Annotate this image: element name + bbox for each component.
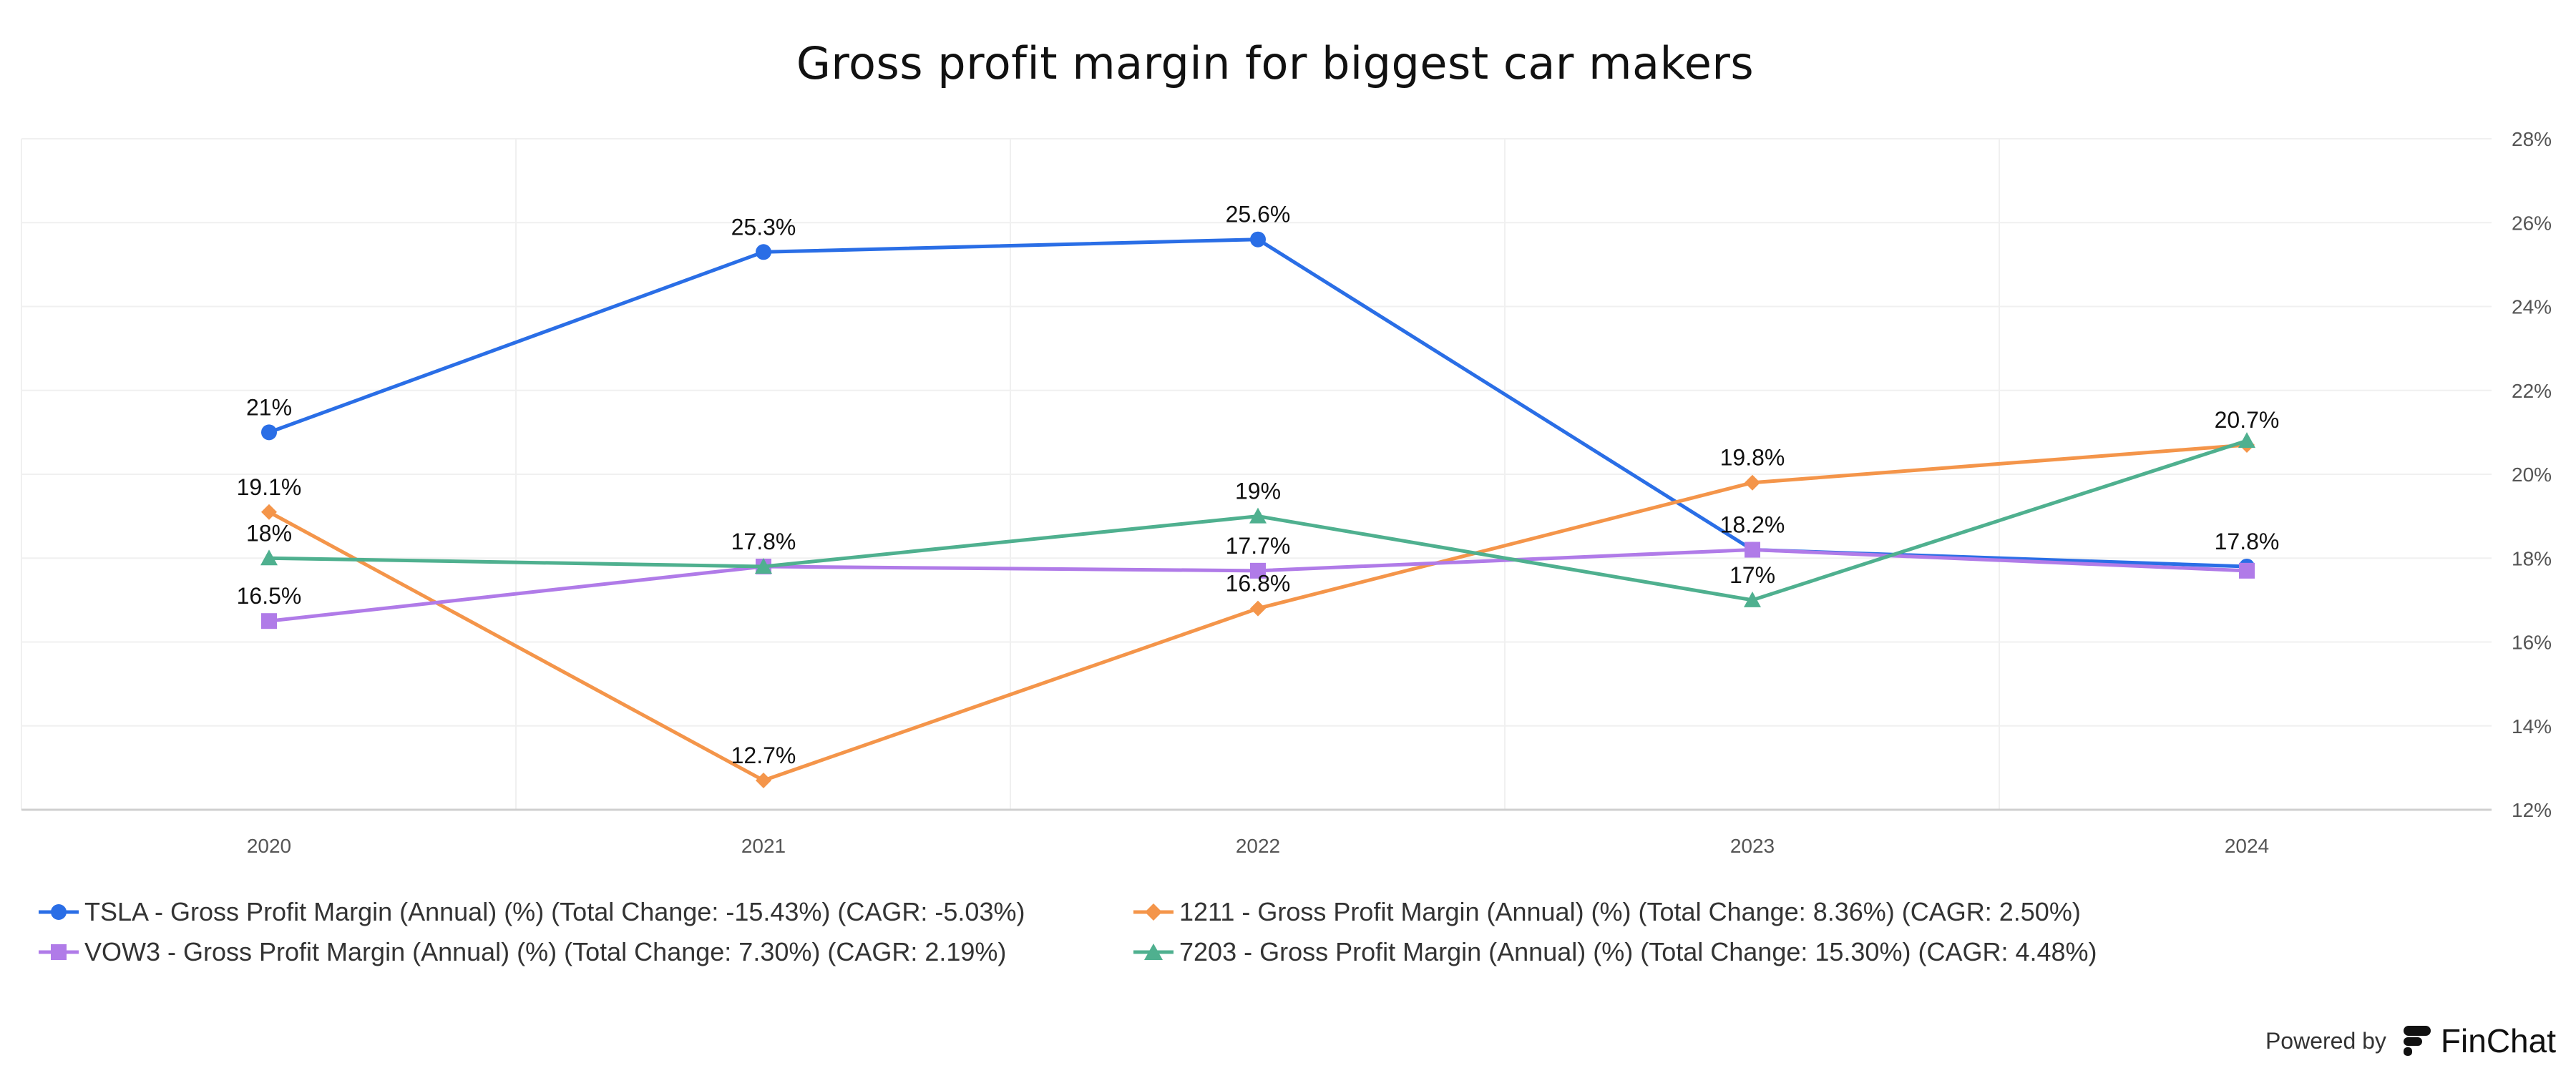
legend-item-vow3[interactable]: VOW3 - Gross Profit Margin (Annual) (%) … — [39, 937, 1006, 967]
data-label: 16.8% — [1226, 571, 1291, 597]
data-label: 25.6% — [1226, 202, 1291, 227]
y-tick-label: 28% — [2512, 128, 2552, 150]
data-label: 16.5% — [237, 583, 302, 609]
data-point[interactable] — [261, 613, 277, 629]
data-label: 17.8% — [2215, 529, 2280, 554]
legend-marker-diamond-icon — [1133, 903, 1174, 921]
y-tick-label: 18% — [2512, 547, 2552, 569]
legend-label: VOW3 - Gross Profit Margin (Annual) (%) … — [84, 937, 1007, 966]
data-point[interactable] — [756, 244, 771, 260]
data-point[interactable] — [260, 549, 278, 566]
data-point[interactable] — [1744, 591, 1761, 607]
data-point[interactable] — [261, 424, 277, 441]
data-label: 19% — [1235, 479, 1281, 504]
line-chart: 12% 14% 16% 18% 20% 22% 24% 26% 28% 2020 2021 2022… — [21, 128, 2552, 857]
data-labels: 21% 25.3% 25.6% 17.8% 19.1% 12.7% 16.8% 19.8% 20… — [237, 202, 2280, 768]
y-axis: 12% 14% 16% 18% 20% 22% 24% 26% 28% — [2512, 128, 2552, 821]
data-label: 19.1% — [237, 474, 302, 500]
footer-attribution: Powered by FinChat — [2265, 1021, 2556, 1060]
x-tick-label: 2024 — [2225, 835, 2269, 857]
data-label: 17.8% — [731, 529, 796, 554]
x-tick-label: 2022 — [1236, 835, 1280, 857]
data-point[interactable] — [1250, 562, 1266, 579]
data-point[interactable] — [261, 504, 277, 520]
brand-name: FinChat — [2440, 1022, 2556, 1059]
data-point[interactable] — [2238, 432, 2255, 449]
data-label: 19.8% — [1720, 445, 1785, 471]
legend-label: 7203 - Gross Profit Margin (Annual) (%) … — [1179, 937, 2097, 966]
x-axis: 2020 2021 2022 2023 2024 — [247, 835, 2269, 857]
data-label: 20.7% — [2215, 407, 2280, 433]
data-point[interactable] — [2239, 562, 2255, 579]
legend-item-7203[interactable]: 7203 - Gross Profit Margin (Annual) (%) … — [1133, 937, 2097, 967]
data-point[interactable] — [755, 557, 772, 574]
finchat-logo-icon — [2403, 1026, 2431, 1056]
data-label: 21% — [246, 394, 292, 420]
legend-item-1211[interactable]: 1211 - Gross Profit Margin (Annual) (%) … — [1133, 897, 2081, 927]
x-tick-label: 2021 — [741, 835, 786, 857]
data-label: 18% — [246, 520, 292, 546]
data-point[interactable] — [1745, 542, 1760, 558]
data-point[interactable] — [1745, 474, 1760, 491]
legend-item-tsla[interactable]: TSLA - Gross Profit Margin (Annual) (%) … — [39, 897, 1025, 927]
data-label: 25.3% — [731, 214, 796, 240]
y-tick-label: 24% — [2512, 296, 2552, 318]
y-tick-label: 20% — [2512, 464, 2552, 486]
data-label: 12.7% — [731, 743, 796, 768]
data-point[interactable] — [1250, 600, 1266, 617]
chart-title: Gross profit margin for biggest car make… — [796, 37, 1755, 89]
data-label: 18.2% — [1720, 512, 1785, 538]
legend-label: TSLA - Gross Profit Margin (Annual) (%) … — [84, 897, 1025, 926]
gridlines — [21, 138, 2492, 811]
data-point[interactable] — [1249, 507, 1267, 524]
powered-by-text: Powered by — [2265, 1027, 2386, 1054]
legend-label: 1211 - Gross Profit Margin (Annual) (%) … — [1179, 897, 2081, 926]
data-label: 17.7% — [1226, 533, 1291, 559]
series-group — [260, 231, 2255, 788]
data-point[interactable] — [756, 772, 771, 788]
legend-marker-square-icon — [39, 944, 79, 960]
data-point[interactable] — [1250, 231, 1266, 248]
legend-marker-triangle-icon — [1133, 944, 1174, 960]
y-tick-label: 14% — [2512, 715, 2552, 738]
y-tick-label: 16% — [2512, 632, 2552, 654]
y-tick-label: 22% — [2512, 380, 2552, 402]
y-tick-label: 12% — [2512, 799, 2552, 821]
x-tick-label: 2020 — [247, 835, 291, 857]
legend-marker-circle-icon — [39, 904, 79, 920]
y-tick-label: 26% — [2512, 212, 2552, 234]
x-tick-label: 2023 — [1730, 835, 1775, 857]
data-label: 17% — [1729, 562, 1775, 588]
